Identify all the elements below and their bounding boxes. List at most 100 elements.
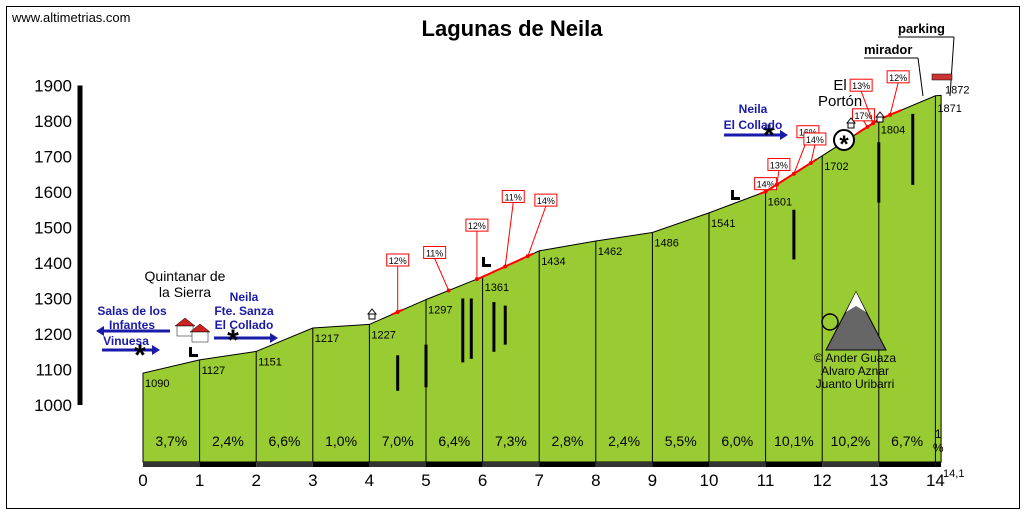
ramp-box [465, 218, 489, 232]
hut-icon [876, 116, 884, 123]
ramp-box [803, 132, 827, 146]
house-wall [191, 331, 209, 343]
gradient-label: 6,4% [438, 433, 470, 449]
x-axis-segment [822, 462, 879, 467]
arrow-label-salas: Salas de los Infantes [97, 304, 167, 332]
ramp-label: 13% [852, 81, 870, 91]
arrow-left-salas-head [96, 326, 104, 336]
y-tick-label: 1800 [34, 112, 72, 131]
ramp-box [886, 70, 910, 84]
steep-section [476, 252, 534, 281]
ramp-leader [889, 82, 899, 115]
profile-fill [142, 94, 942, 463]
hut-icon [847, 122, 855, 129]
altitude-label: 1090 [145, 378, 169, 390]
credits: © Ander Guaza Alvaro Aznar Juanto Uribar… [790, 352, 920, 391]
gradient-label: 1,0% [325, 433, 357, 449]
y-tick-label: 1400 [34, 254, 72, 273]
x-axis-segment [143, 462, 200, 467]
ramp-label: 17% [854, 111, 872, 121]
altitude-label: 1601 [768, 197, 792, 209]
ramp-leader [527, 205, 547, 257]
ramp-label: 12% [468, 221, 486, 231]
gradient-label: 2,8% [552, 433, 584, 449]
porton-star: * [839, 131, 849, 158]
ramp-leader [860, 91, 874, 124]
y-tick-label: 1000 [34, 396, 72, 415]
cyclist-icon [821, 313, 839, 331]
x-tick-label: 11 [757, 471, 775, 490]
arrow-label-neila-2: Neila [738, 102, 768, 116]
y-tick-label: 1500 [34, 219, 72, 238]
x-tick-label: 7 [534, 471, 543, 490]
x-end-label: 14,1 [943, 468, 964, 480]
x-tick-label: 1 [195, 471, 204, 490]
star-icon: * [227, 324, 239, 357]
star-icon: * [134, 339, 146, 372]
gradient-label-last: % [933, 441, 944, 455]
y-tick-label: 1200 [34, 325, 72, 344]
hut-icon [874, 111, 886, 118]
gradient-label: 6,6% [269, 433, 301, 449]
x-tick-label: 9 [648, 471, 657, 490]
ramp-label: 11% [505, 192, 522, 202]
ramp-label: 12% [389, 256, 407, 266]
x-axis-segment [935, 462, 942, 467]
altitude-label: 1462 [598, 246, 622, 258]
credit-line: Juanto Uribarri [815, 377, 895, 391]
gradient-label: 10,1% [774, 433, 814, 449]
ramp-label: 14% [806, 135, 824, 145]
label-el-porton: El Portón [818, 77, 863, 110]
altitude-label: 1486 [654, 237, 678, 249]
altitude-label: 1702 [824, 161, 848, 173]
arrow-label-el-collado-1: El Collado [214, 318, 274, 332]
x-axis-segment [709, 462, 766, 467]
ramp-box [386, 253, 410, 267]
x-tick-label: 2 [251, 471, 260, 490]
x-axis-segment [312, 462, 370, 467]
gradient-label: 3,7% [155, 433, 187, 449]
house-wall [176, 325, 194, 337]
x-axis-segment [256, 462, 313, 467]
fountain-icon [189, 347, 192, 357]
x-axis-segment [539, 462, 596, 467]
gradient-label: 6,7% [891, 433, 923, 449]
chart-marks: 1090 1127 1151 1217 1227 1297 1361 1434 1462 1486… [145, 70, 970, 455]
hut-icon [366, 308, 378, 315]
altitude-label: 1541 [711, 218, 735, 230]
x-axis-segment [426, 462, 483, 467]
x-tick-label: 5 [421, 471, 430, 490]
ramp-label: 11% [426, 248, 443, 258]
altitude-label: 1127 [202, 365, 226, 377]
parking-sign-icon [931, 73, 953, 81]
ramp-label: 13% [770, 160, 788, 170]
fountain-icon [482, 264, 491, 267]
altitude-label: 1871 [937, 103, 961, 115]
ramp-dot [446, 288, 451, 293]
mirador-pointer [917, 57, 924, 97]
x-tick-label: 10 [700, 471, 719, 490]
gradient-label: 6,0% [721, 433, 753, 449]
label-parking: parking [898, 21, 945, 36]
label-mirador: mirador [864, 42, 913, 57]
profile-area [142, 94, 942, 463]
x-axis-segment [369, 462, 426, 467]
altitude-label: 1804 [881, 125, 905, 137]
x-tick-label: 0 [138, 471, 147, 490]
x-axis-segment [878, 462, 936, 467]
credit-line: Alvaro Aznar [820, 364, 890, 378]
ramp-label: 14% [537, 196, 555, 206]
site-url: www.altimetrias.com [12, 10, 131, 25]
ramp-label: 14% [757, 180, 775, 190]
gradient-label: 2,4% [212, 433, 244, 449]
x-axis-segment [199, 462, 257, 467]
y-tick-label: 1600 [34, 183, 72, 202]
x-tick-label: 6 [478, 471, 487, 490]
arrow-label-neila-1: Neila [229, 290, 259, 304]
x-tick-label: 8 [591, 471, 600, 490]
ramp-box [501, 189, 525, 203]
ramp-leader [776, 170, 780, 185]
chart-axes: 1000110012001300140015001600170018001900… [34, 77, 964, 491]
y-tick-label: 1300 [34, 290, 72, 309]
